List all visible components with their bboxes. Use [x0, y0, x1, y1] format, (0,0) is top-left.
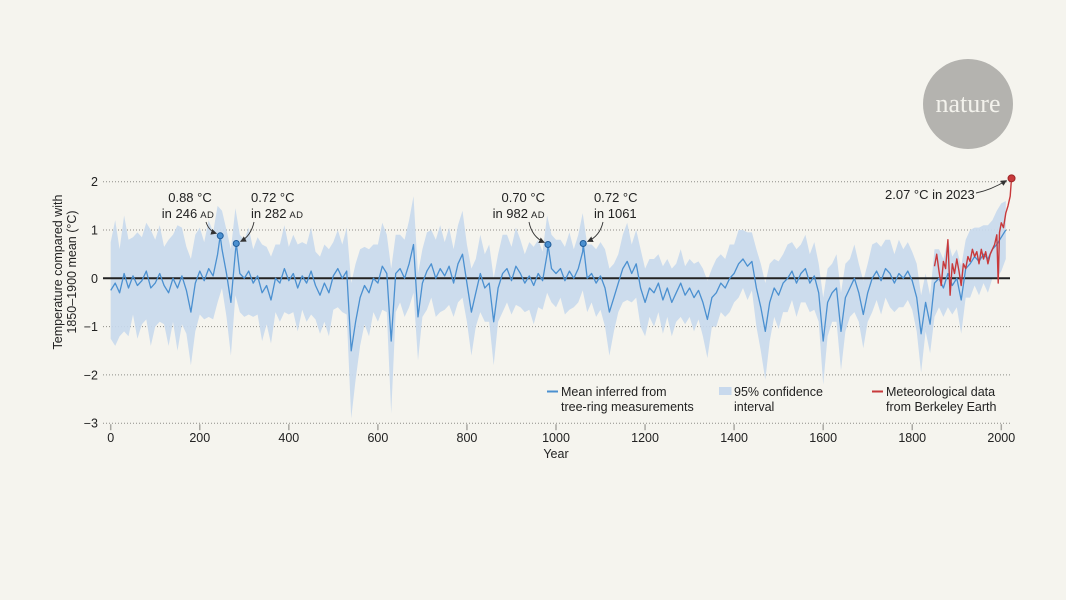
annotation-value: 0.70 °C [501, 190, 545, 205]
confidence-band [110, 196, 1006, 419]
berkeley-earth-layer [933, 178, 1013, 296]
annotation-year-text: in 982 [493, 206, 528, 221]
annotation-year: in 246 AD [162, 206, 214, 221]
annotation-value: 0.72 °C [251, 190, 295, 205]
annotation-982: 0.70 °C in 982 AD [493, 190, 545, 244]
legend-label-line-1: Mean inferred from [561, 385, 667, 399]
legend-label-line-2: interval [734, 400, 774, 414]
annotation-arrow [975, 180, 1007, 194]
x-tick-label: 1400 [720, 431, 748, 445]
legend-label-line-1: 95% confidence [734, 385, 823, 399]
annotation-value: 0.88 °C [168, 190, 212, 205]
annotation-point [216, 232, 224, 240]
annotation-point [232, 240, 240, 248]
x-tick-label: 2000 [987, 431, 1015, 445]
nature-logo: nature [923, 59, 1013, 149]
annotation-1061: 0.72 °C in 1061 [587, 190, 638, 243]
annotation-year: in 982 AD [493, 206, 545, 221]
annotation-year-text: in 282 [251, 206, 286, 221]
y-tick-label: 1 [91, 224, 98, 238]
x-tick-label: 200 [189, 431, 210, 445]
y-axis-title-line-2: 1850–1900 mean (°C) [65, 210, 79, 333]
annotation-era: AD [289, 210, 303, 221]
annotation-arrow [528, 221, 545, 244]
annotation-year: in 282 AD [251, 206, 303, 221]
annotation-point [1007, 174, 1016, 183]
annotation-arrow [205, 221, 217, 235]
annotation-year-text: in 246 [162, 206, 197, 221]
x-tick-label: 1800 [898, 431, 926, 445]
annotation-year: in 1061 [594, 206, 637, 221]
annotation-2023: 2.07 °C in 2023 [885, 180, 1007, 202]
y-tick-label: −3 [84, 417, 98, 431]
annotation-label: 2.07 °C in 2023 [885, 187, 975, 202]
legend-label-line-1: Meteorological data [886, 385, 995, 399]
annotation-282: 0.72 °C in 282 AD [240, 190, 303, 242]
berkeley-earth-line [933, 178, 1013, 296]
y-axis-title-line-1: Temperature compared with [51, 194, 65, 349]
annotation-points [216, 174, 1016, 248]
x-tick-label: 0 [107, 431, 114, 445]
legend: Mean inferred from tree-ring measurement… [547, 385, 997, 414]
tree-ring-mean-line [110, 229, 1007, 352]
legend-swatch-band [719, 387, 732, 395]
legend-item-tree-ring-mean: Mean inferred from tree-ring measurement… [547, 385, 694, 414]
x-tick-label: 600 [367, 431, 388, 445]
annotation-arrow [587, 221, 604, 243]
annotation-point [579, 240, 587, 248]
legend-item-confidence-interval: 95% confidence interval [719, 385, 823, 414]
x-tick-label: 1000 [542, 431, 570, 445]
y-tick-label: 0 [91, 272, 98, 286]
y-axis: 2 1 0 −1 −2 −3 [84, 175, 98, 431]
tree-ring-mean-layer [110, 229, 1007, 352]
y-tick-label: 2 [91, 175, 98, 189]
annotation-value: 0.72 °C [594, 190, 638, 205]
y-tick-label: −2 [84, 368, 98, 382]
legend-label-line-2: tree-ring measurements [561, 400, 694, 414]
confidence-band-layer [110, 196, 1006, 419]
legend-label-line-2: from Berkeley Earth [886, 400, 997, 414]
x-tick-label: 800 [457, 431, 478, 445]
logo-text: nature [936, 89, 1001, 118]
x-axis: 0 200 400 600 800 1000 1200 1400 1600 1800 2000 [107, 424, 1015, 445]
annotation-246: 0.88 °C in 246 AD [162, 190, 217, 235]
x-tick-label: 1200 [631, 431, 659, 445]
annotation-arrow [240, 221, 255, 242]
x-axis-title: Year [543, 447, 568, 461]
x-tick-label: 400 [278, 431, 299, 445]
legend-item-berkeley-earth: Meteorological data from Berkeley Earth [872, 385, 997, 414]
annotation-era: AD [531, 210, 545, 221]
x-tick-label: 1600 [809, 431, 837, 445]
annotation-point [544, 240, 552, 248]
y-tick-label: −1 [84, 320, 98, 334]
logo-circle [923, 59, 1013, 149]
annotation-era: AD [200, 210, 214, 221]
